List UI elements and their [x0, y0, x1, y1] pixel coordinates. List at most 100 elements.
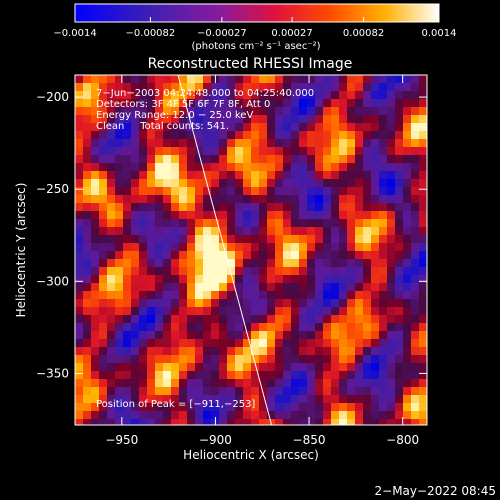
heatmap-cell	[291, 283, 300, 292]
heatmap-cell	[411, 219, 420, 228]
heatmap-cell	[139, 131, 148, 140]
heatmap-cell	[323, 307, 332, 316]
heatmap-cell	[363, 99, 372, 108]
heatmap-cell	[275, 355, 284, 364]
heatmap-cell	[371, 379, 380, 388]
heatmap-cell	[243, 387, 252, 396]
heatmap-cell	[243, 371, 252, 380]
heatmap-cell	[235, 267, 244, 276]
heatmap-cell	[291, 163, 300, 172]
heatmap-cell	[259, 139, 268, 148]
heatmap-cell	[203, 323, 212, 332]
heatmap-cell	[163, 339, 172, 348]
plot-frame	[74, 74, 428, 426]
heatmap-cell	[243, 195, 252, 204]
heatmap-cell	[355, 227, 364, 236]
heatmap-cell	[107, 379, 116, 388]
heatmap-cell	[387, 379, 396, 388]
heatmap-cell	[347, 115, 356, 124]
heatmap-cell	[251, 219, 260, 228]
heatmap-cell	[91, 75, 100, 84]
heatmap-cell	[379, 139, 388, 148]
heatmap-cell	[291, 211, 300, 220]
heatmap-cell	[115, 395, 124, 404]
heatmap-cell	[115, 83, 124, 92]
heatmap-cell	[251, 259, 260, 268]
heatmap-cell	[107, 419, 116, 425]
heatmap-cell	[91, 251, 100, 260]
heatmap-cell	[403, 371, 412, 380]
heatmap-cell	[147, 187, 156, 196]
heatmap-cell	[147, 75, 156, 84]
heatmap-cell	[379, 219, 388, 228]
heatmap-cell	[195, 91, 204, 100]
heatmap-cell	[187, 131, 196, 140]
heatmap-cell	[411, 115, 420, 124]
heatmap-cell	[131, 235, 140, 244]
heatmap-cell	[371, 363, 380, 372]
heatmap-cell	[411, 155, 420, 164]
heatmap-cell	[203, 155, 212, 164]
heatmap-cell	[307, 187, 316, 196]
heatmap-cell	[235, 283, 244, 292]
heatmap-cell	[243, 187, 252, 196]
heatmap-cell	[387, 195, 396, 204]
heatmap-cell	[299, 203, 308, 212]
heatmap-cell	[203, 395, 212, 404]
heatmap-cell	[403, 267, 412, 276]
heatmap-cell	[227, 355, 236, 364]
heatmap-cell	[123, 123, 132, 132]
heatmap-cell	[331, 243, 340, 252]
heatmap-cell	[387, 339, 396, 348]
heatmap-cell	[419, 227, 427, 236]
heatmap-cell	[419, 299, 427, 308]
heatmap-cell	[395, 371, 404, 380]
heatmap-cell	[347, 83, 356, 92]
heatmap-cell	[363, 331, 372, 340]
heatmap-cell	[131, 107, 140, 116]
heatmap-cell	[395, 171, 404, 180]
heatmap-cell	[371, 267, 380, 276]
heatmap-cell	[171, 147, 180, 156]
heatmap-cell	[147, 147, 156, 156]
heatmap-cell	[363, 131, 372, 140]
heatmap-cell	[299, 331, 308, 340]
heatmap-cell	[147, 363, 156, 372]
heatmap-cell	[275, 179, 284, 188]
heatmap-cell	[219, 307, 228, 316]
heatmap-cell	[291, 339, 300, 348]
heatmap-cell	[211, 179, 220, 188]
heatmap-cell	[283, 299, 292, 308]
heatmap-cell	[267, 155, 276, 164]
heatmap-cell	[307, 99, 316, 108]
heatmap-cell	[131, 299, 140, 308]
heatmap-cell	[195, 371, 204, 380]
heatmap-cell	[371, 419, 380, 425]
heatmap-cell	[235, 99, 244, 108]
heatmap-cell	[163, 171, 172, 180]
heatmap-cell	[299, 99, 308, 108]
heatmap-cell	[179, 283, 188, 292]
heatmap-cell	[75, 259, 84, 268]
heatmap-cell	[251, 371, 260, 380]
heatmap-cell	[307, 411, 316, 420]
heatmap-cell	[299, 235, 308, 244]
heatmap-cell	[299, 379, 308, 388]
heatmap-cell	[155, 211, 164, 220]
heatmap-cell	[131, 307, 140, 316]
heatmap-cell	[387, 315, 396, 324]
heatmap-cell	[291, 115, 300, 124]
heatmap-cell	[147, 371, 156, 380]
heatmap-cell	[243, 179, 252, 188]
heatmap-cell	[75, 187, 84, 196]
heatmap-cell	[147, 131, 156, 140]
heatmap-cell	[411, 307, 420, 316]
heatmap-cell	[211, 259, 220, 268]
heatmap-cell	[371, 219, 380, 228]
heatmap-cell	[99, 403, 108, 412]
heatmap-cell	[347, 179, 356, 188]
heatmap-cell	[163, 267, 172, 276]
heatmap-cell	[83, 331, 92, 340]
heatmap-cell	[107, 259, 116, 268]
heatmap-cell	[83, 195, 92, 204]
